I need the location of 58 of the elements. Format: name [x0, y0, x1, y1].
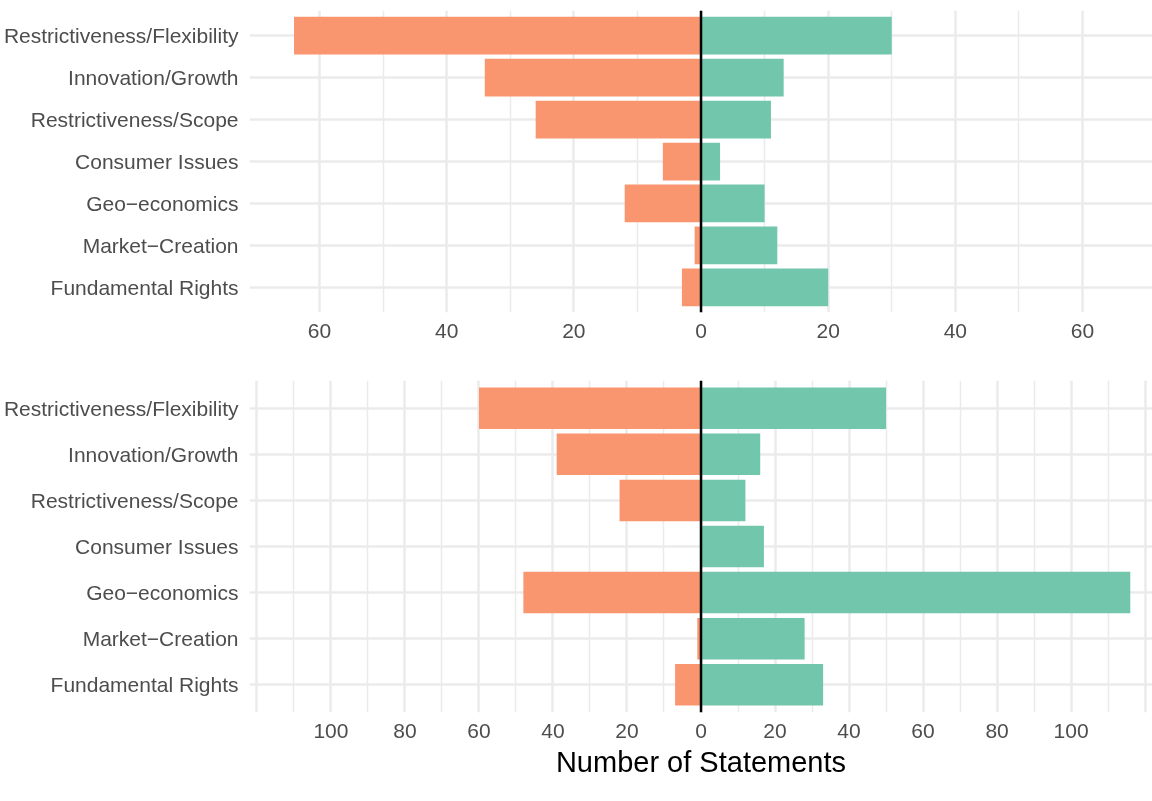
y-tick-label: Market−Creation — [82, 233, 239, 257]
x-tick-label: 0 — [695, 318, 707, 342]
y-tick-label: Restrictiveness/Flexibility — [3, 396, 239, 420]
bar — [662, 142, 701, 181]
bar — [701, 100, 771, 139]
y-tick-label: Consumer Issues — [75, 150, 239, 173]
x-tick-label: 40 — [943, 318, 968, 342]
bar — [701, 387, 887, 429]
y-tick-label: Restrictiveness/Scope — [30, 488, 239, 512]
bar — [701, 58, 784, 97]
x-tick-label: 20 — [562, 318, 586, 342]
x-tick-label: 40 — [541, 718, 565, 742]
x-tick-label: 20 — [816, 318, 840, 342]
y-tick-label: Innovation/Growth — [68, 442, 239, 466]
bar — [535, 100, 701, 139]
bar — [701, 433, 761, 476]
x-tick-label: 40 — [837, 718, 861, 742]
bar — [701, 617, 805, 660]
bar — [701, 16, 892, 55]
bar — [701, 184, 765, 223]
x-tick-label: 60 — [1070, 318, 1095, 342]
bar — [523, 571, 701, 614]
x-tick-label: 40 — [434, 318, 459, 342]
bar — [681, 268, 701, 307]
y-tick-label: Restrictiveness/Scope — [30, 108, 239, 132]
bar — [478, 387, 701, 429]
y-tick-label: Fundamental Rights — [50, 673, 239, 697]
bar — [701, 142, 721, 181]
bar — [675, 664, 701, 706]
y-tick-label: Consumer Issues — [75, 535, 239, 558]
x-tick-label: 20 — [615, 718, 639, 742]
bar — [701, 571, 1131, 614]
bar — [701, 226, 778, 265]
x-tick-label: 100 — [313, 718, 349, 742]
y-tick-label: Fundamental Rights — [50, 275, 239, 299]
y-tick-label: Market−Creation — [82, 627, 239, 651]
bar — [701, 664, 824, 706]
y-tick-label: Geo−economics — [86, 581, 239, 605]
bar — [619, 479, 701, 522]
y-tick-label: Geo−economics — [86, 191, 239, 215]
x-tick-label: 80 — [985, 718, 1009, 742]
x-tick-label: 20 — [763, 718, 787, 742]
bar — [701, 268, 829, 307]
y-tick-label: Restrictiveness/Flexibility — [3, 24, 239, 48]
x-tick-label: 0 — [695, 718, 707, 742]
x-axis-title: Number of Statements — [555, 745, 847, 778]
y-tick-label: Innovation/Growth — [68, 66, 239, 90]
x-tick-label: 60 — [911, 718, 935, 742]
bar — [701, 479, 746, 522]
x-tick-label: 60 — [307, 318, 332, 342]
x-tick-label: 60 — [467, 718, 491, 742]
bar — [556, 433, 701, 476]
x-tick-label: 80 — [393, 718, 417, 742]
bar — [484, 58, 701, 97]
bar — [294, 16, 701, 55]
x-tick-label: 100 — [1053, 718, 1089, 742]
bar — [701, 525, 764, 568]
bar — [624, 184, 701, 223]
